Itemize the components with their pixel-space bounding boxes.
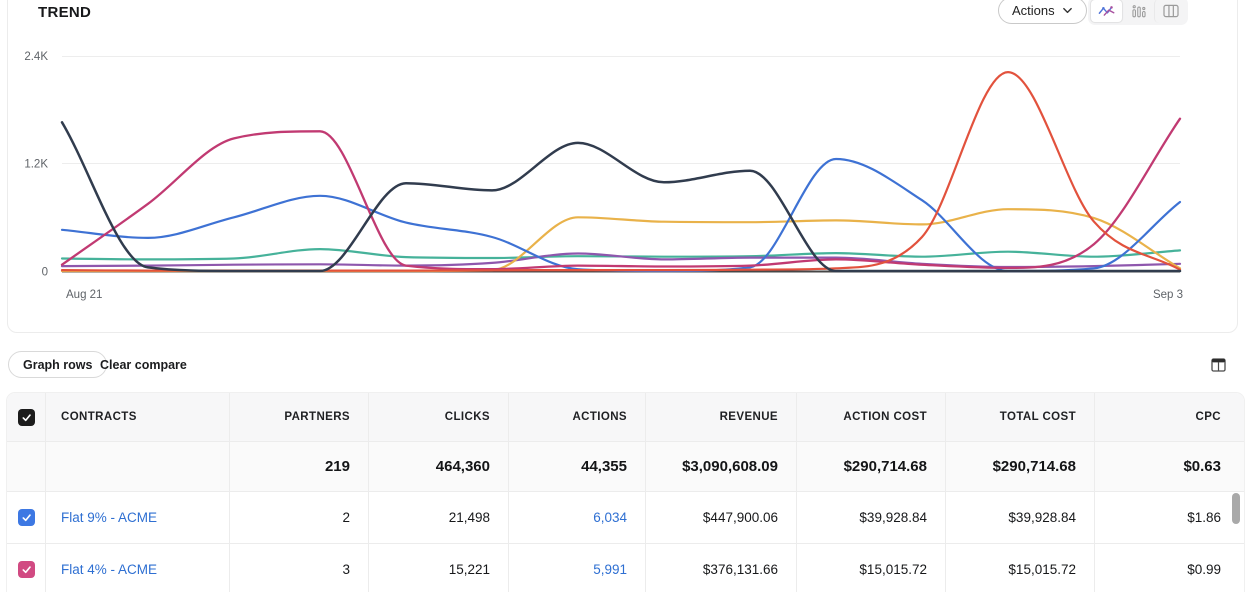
cell-clicks: 15,221 [368, 544, 508, 592]
x-tick-end: Sep 3 [1153, 289, 1183, 301]
contract-link[interactable]: Flat 4% - ACME [61, 562, 158, 577]
graph-rows-label: Graph rows [23, 357, 93, 372]
series-line-blue [60, 157, 1182, 273]
clear-compare-label: Clear compare [100, 357, 187, 372]
column-header-total-cost[interactable]: TOTAL COST [945, 393, 1094, 441]
cell-total-cost: $39,928.84 [945, 492, 1094, 543]
actions-count-link[interactable]: 5,991 [593, 562, 627, 577]
row-checkbox[interactable] [17, 561, 35, 578]
clear-compare-button[interactable]: Clear compare [96, 351, 191, 378]
contract-link[interactable]: Flat 9% - ACME [61, 510, 158, 525]
cell-revenue: $376,131.66 [645, 544, 796, 592]
totals-actions: 44,355 [508, 442, 645, 491]
columns-icon [1210, 358, 1226, 372]
cell-cpc: $0.99 [1094, 544, 1244, 592]
totals-action-cost: $290,714.68 [796, 442, 945, 491]
cell-action-cost: $39,928.84 [796, 492, 945, 543]
cell-clicks: 21,498 [368, 492, 508, 543]
series-line-red-orange [60, 70, 1182, 272]
trend-chart: 2.4K 1.2K 0 Aug 21 Sep 3 [24, 51, 1183, 301]
totals-revenue: $3,090,608.09 [645, 442, 796, 491]
cell-cpc: $1.86 [1094, 492, 1244, 543]
cell-partners: 2 [229, 492, 368, 543]
bar-chart-view-button[interactable] [1123, 0, 1154, 23]
chart-series-lines [60, 70, 1182, 273]
y-tick-1200: 1.2K [24, 159, 48, 171]
actions-button-label: Actions [1012, 3, 1055, 18]
table-view-button[interactable] [1154, 0, 1186, 23]
totals-clicks: 464,360 [368, 442, 508, 491]
column-header-partners[interactable]: PARTNERS [229, 393, 368, 441]
columns-settings-button[interactable] [1209, 356, 1227, 374]
chart-view-toggle [1088, 0, 1188, 25]
totals-row: 219 464,360 44,355 $3,090,608.09 $290,71… [7, 441, 1244, 491]
cell-partners: 3 [229, 544, 368, 592]
cell-action-cost: $15,015.72 [796, 544, 945, 592]
actions-button[interactable]: Actions [998, 0, 1087, 24]
bar-chart-icon [1131, 4, 1147, 19]
table-row[interactable]: Flat 9% - ACME 2 21,498 6,034 $447,900.0… [7, 491, 1244, 543]
y-tick-0: 0 [42, 267, 48, 279]
column-header-clicks[interactable]: CLICKS [368, 393, 508, 441]
row-checkbox[interactable] [17, 509, 35, 526]
totals-total-cost: $290,714.68 [945, 442, 1094, 491]
line-chart-icon [1098, 4, 1116, 18]
table-header-row: CONTRACTS PARTNERS CLICKS ACTIONS REVENU… [7, 393, 1244, 441]
actions-count-link[interactable]: 6,034 [593, 510, 627, 525]
vertical-scrollbar-thumb[interactable] [1232, 493, 1240, 524]
trend-card: TREND Actions [7, 0, 1238, 333]
line-chart-view-button[interactable] [1090, 0, 1123, 23]
column-header-contracts[interactable]: CONTRACTS [45, 393, 229, 441]
table-view-icon [1162, 4, 1179, 18]
select-all-checkbox[interactable] [17, 408, 35, 426]
cell-revenue: $447,900.06 [645, 492, 796, 543]
column-header-actions[interactable]: ACTIONS [508, 393, 645, 441]
y-tick-2400: 2.4K [24, 51, 48, 63]
chevron-down-icon [1062, 5, 1073, 16]
series-line-dark [60, 121, 1182, 273]
graph-rows-button[interactable]: Graph rows [8, 351, 108, 378]
cell-total-cost: $15,015.72 [945, 544, 1094, 592]
series-line-teal [60, 247, 1182, 261]
table-row[interactable]: Flat 4% - ACME 3 15,221 5,991 $376,131.6… [7, 543, 1244, 592]
totals-cpc: $0.63 [1094, 442, 1244, 491]
column-header-action-cost[interactable]: ACTION COST [796, 393, 945, 441]
column-header-revenue[interactable]: REVENUE [645, 393, 796, 441]
trend-title: TREND [38, 4, 92, 21]
totals-partners: 219 [229, 442, 368, 491]
contracts-table: CONTRACTS PARTNERS CLICKS ACTIONS REVENU… [6, 392, 1245, 592]
column-header-cpc[interactable]: CPC [1094, 393, 1244, 441]
series-line-magenta [60, 117, 1182, 271]
x-tick-start: Aug 21 [66, 289, 102, 301]
